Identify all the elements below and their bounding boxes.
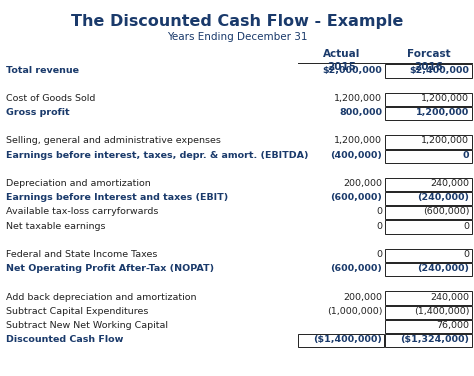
Text: Discounted Cash Flow: Discounted Cash Flow bbox=[6, 335, 123, 344]
Text: Net Operating Profit After-Tax (NOPAT): Net Operating Profit After-Tax (NOPAT) bbox=[6, 264, 214, 273]
Text: Depreciation and amortization: Depreciation and amortization bbox=[6, 179, 151, 188]
Text: The Discounted Cash Flow - Example: The Discounted Cash Flow - Example bbox=[71, 14, 403, 29]
Text: (1,400,000): (1,400,000) bbox=[414, 307, 469, 316]
Text: 1,200,000: 1,200,000 bbox=[416, 108, 469, 117]
Text: Total revenue: Total revenue bbox=[6, 65, 79, 74]
Bar bbox=[385, 192, 472, 205]
Text: 0: 0 bbox=[463, 151, 469, 160]
Text: ($1,400,000): ($1,400,000) bbox=[313, 335, 382, 344]
Text: (400,000): (400,000) bbox=[330, 151, 382, 160]
Text: 240,000: 240,000 bbox=[430, 179, 469, 188]
Text: Earnings before interest, taxes, depr. & amort. (EBITDA): Earnings before interest, taxes, depr. &… bbox=[6, 151, 309, 160]
Text: 0: 0 bbox=[463, 250, 469, 259]
Text: Available tax-loss carryforwards: Available tax-loss carryforwards bbox=[6, 208, 158, 217]
Text: ($1,324,000): ($1,324,000) bbox=[401, 335, 469, 344]
Text: 0: 0 bbox=[376, 221, 382, 230]
Text: Add back depreciation and amortization: Add back depreciation and amortization bbox=[6, 293, 197, 302]
Text: Federal and State Income Taxes: Federal and State Income Taxes bbox=[6, 250, 157, 259]
Text: Net taxable earnings: Net taxable earnings bbox=[6, 221, 106, 230]
Text: (600,000): (600,000) bbox=[330, 193, 382, 202]
Text: 0: 0 bbox=[376, 250, 382, 259]
Text: Subtract New Net Working Capital: Subtract New Net Working Capital bbox=[6, 321, 168, 330]
Text: Subtract Capital Expenditures: Subtract Capital Expenditures bbox=[6, 307, 148, 316]
Text: (600,000): (600,000) bbox=[423, 208, 469, 217]
Text: Forcast
2016: Forcast 2016 bbox=[407, 49, 450, 71]
Text: (600,000): (600,000) bbox=[330, 264, 382, 273]
Bar bbox=[385, 306, 472, 319]
Text: Cost of Goods Sold: Cost of Goods Sold bbox=[6, 94, 95, 103]
Text: 800,000: 800,000 bbox=[339, 108, 382, 117]
Text: 0: 0 bbox=[463, 221, 469, 230]
Text: 0: 0 bbox=[376, 208, 382, 217]
Text: Years Ending December 31: Years Ending December 31 bbox=[167, 32, 307, 42]
Text: 200,000: 200,000 bbox=[343, 293, 382, 302]
Text: 1,200,000: 1,200,000 bbox=[334, 94, 382, 103]
Text: 1,200,000: 1,200,000 bbox=[421, 136, 469, 146]
Bar bbox=[385, 135, 472, 149]
Bar bbox=[385, 320, 472, 333]
Text: 200,000: 200,000 bbox=[343, 179, 382, 188]
Text: 76,000: 76,000 bbox=[436, 321, 469, 330]
Bar bbox=[385, 249, 472, 262]
Text: $2,000,000: $2,000,000 bbox=[322, 65, 382, 74]
Bar bbox=[385, 178, 472, 191]
Text: 1,200,000: 1,200,000 bbox=[421, 94, 469, 103]
Text: Gross profit: Gross profit bbox=[6, 108, 70, 117]
Bar bbox=[385, 220, 472, 233]
Text: 1,200,000: 1,200,000 bbox=[334, 136, 382, 146]
Text: (1,000,000): (1,000,000) bbox=[327, 307, 382, 316]
Text: $2,400,000: $2,400,000 bbox=[410, 65, 469, 74]
Text: 240,000: 240,000 bbox=[430, 293, 469, 302]
Text: Earnings before Interest and taxes (EBIT): Earnings before Interest and taxes (EBIT… bbox=[6, 193, 228, 202]
Text: Actual
2015: Actual 2015 bbox=[323, 49, 360, 71]
Bar bbox=[385, 291, 472, 305]
Bar bbox=[385, 107, 472, 120]
Text: (240,000): (240,000) bbox=[417, 193, 469, 202]
Bar bbox=[385, 206, 472, 220]
Bar bbox=[298, 334, 384, 347]
Bar bbox=[385, 150, 472, 163]
Text: Selling, general and administrative expenses: Selling, general and administrative expe… bbox=[6, 136, 221, 146]
Bar bbox=[385, 263, 472, 276]
Bar bbox=[385, 93, 472, 106]
Bar bbox=[385, 334, 472, 347]
Text: (240,000): (240,000) bbox=[417, 264, 469, 273]
Bar bbox=[385, 64, 472, 78]
